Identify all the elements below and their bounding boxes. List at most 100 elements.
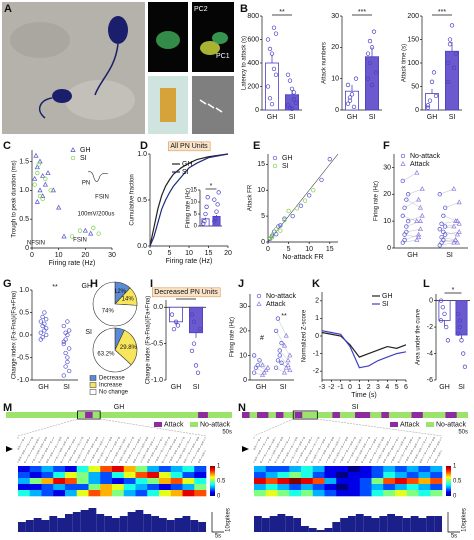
y-tick-label: 1.0 [19,187,29,194]
legend-marker [256,293,262,299]
legend-marker [70,147,76,152]
data-point [215,202,220,207]
heat-cell [76,466,89,473]
heat-cell [147,490,160,497]
data-point [96,231,101,236]
data-point [454,239,461,245]
y-axis-label: Firing rate (Hz) [186,188,192,228]
data-point [61,233,67,239]
data-point [281,342,288,348]
panel-label: B [240,3,248,15]
data-point [441,213,446,218]
slice-label: 12% [114,289,127,295]
photo-texture [65,80,135,120]
data-point [273,31,279,36]
data-point [271,66,277,72]
bar [424,93,439,111]
attack-interval [257,412,269,418]
heat-cell [254,478,267,485]
hist-bar [434,516,442,532]
y-tick-label: -1 [313,350,319,357]
data-point [263,367,269,373]
data-point [417,204,424,210]
panel-label: K [312,278,320,290]
y-tick-label: 5 [261,213,265,220]
y-tick-label: 0.0 [153,304,163,311]
x-axis-label: No-attack FR [282,254,323,261]
raster [253,437,442,463]
y-axis-label: Attack time (s) [402,44,408,82]
y-axis-label: Latency to attack (s) [242,36,248,90]
pair-line [402,239,417,243]
y-tick-label: -0.5 [151,340,163,347]
heat-cell [159,484,172,491]
data-point [259,362,266,368]
data-point [367,38,373,44]
data-point [88,230,94,236]
data-point [451,185,457,191]
data-point [416,234,422,240]
data-point [213,216,218,221]
data-point [289,86,295,91]
heat-cell [159,490,172,497]
heat-cell [277,472,290,479]
legend-label: Attack [164,421,184,428]
heat-cell [53,490,66,497]
heat-cell [147,466,160,473]
data-point [319,177,324,183]
data-point [441,229,446,235]
data-point [414,237,420,242]
x-tick-label: GH [171,384,182,391]
heat-cell [194,478,207,485]
data-point [201,221,206,226]
y-tick-label: -6 [427,377,433,384]
legend-swatch [89,382,97,388]
image-label: PC2 [194,6,208,13]
hist-bar [18,522,26,532]
data-point [279,340,284,346]
heat-cell [65,466,78,473]
heat-cell [289,484,302,491]
data-point [189,312,195,317]
data-point [67,368,72,374]
hist-bar [355,514,364,532]
data-point [406,218,411,224]
heat-cell [265,466,278,473]
heat-cell [418,466,431,473]
data-point [457,324,462,330]
x-tick-label: SI [458,384,465,391]
x-tick-label: 5 [287,246,291,253]
heat-cell [123,490,136,497]
y-tick-label: 10 [383,218,391,225]
panel-label: G [3,278,12,290]
pair-line [404,234,419,238]
hist-bar [285,516,294,532]
data-point [440,305,445,310]
heat-cell [147,484,160,491]
pair-line [404,234,419,241]
heat-cell [371,472,384,479]
legend-swatch [190,422,198,427]
attack-interval [445,412,457,418]
legend-label: GH [282,155,293,162]
heat-cell [170,478,183,485]
data-point [261,369,267,375]
series-line [149,153,229,247]
data-point [33,152,39,158]
identity-line [267,153,339,243]
heat-cell [395,484,408,491]
y-tick-label: -2 [427,324,433,331]
data-point [214,209,219,214]
x-tick-label: GH [267,114,278,121]
data-point [278,228,283,233]
heat-cell [100,490,113,497]
heat-cell [135,472,148,479]
y-tick-label: -2 [313,368,319,375]
data-point [453,51,459,56]
y-tick-label: 5 [194,212,198,218]
pair-line [445,223,460,227]
x-tick-label: 0 [30,252,34,259]
annotation: PN [82,181,90,187]
hist-bar [410,516,419,532]
